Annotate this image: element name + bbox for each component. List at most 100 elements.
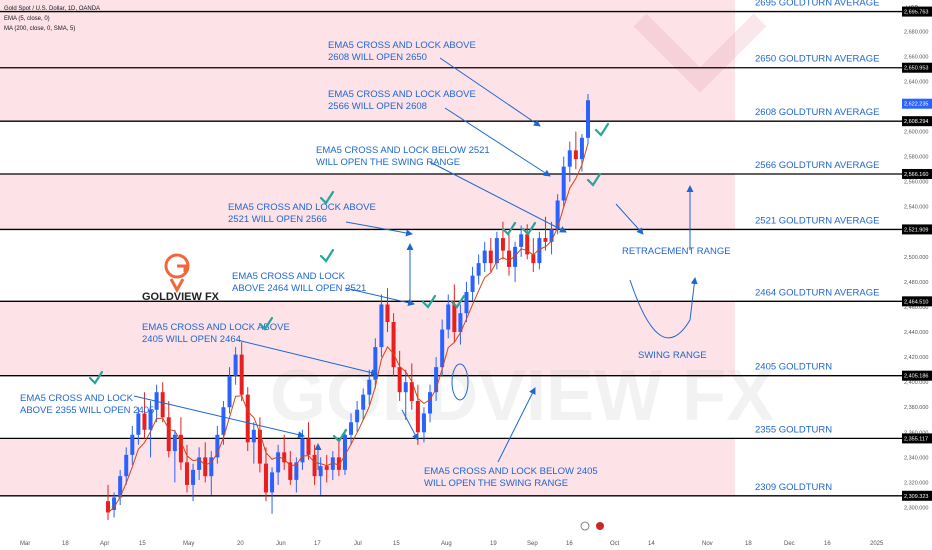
level-label: 2405 GOLDTURN <box>755 362 832 373</box>
swing-range-label: SWING RANGE <box>638 350 707 361</box>
candle-body <box>300 438 305 463</box>
time-tick-label: 18 <box>745 541 752 547</box>
pink-band <box>0 438 735 496</box>
price-tick-label: 2,300.000 <box>904 505 928 511</box>
level-label: 2566 GOLDTURN AVERAGE <box>755 160 879 171</box>
time-tick-label: 18 <box>62 541 69 547</box>
time-tick-label: 20 <box>237 541 244 547</box>
candle-body <box>184 462 189 485</box>
time-tick-label: Sep <box>527 541 538 547</box>
candle-body <box>112 497 117 510</box>
annotation-2566-line2: 2566 WILL OPEN 2608 <box>328 101 427 112</box>
candle-body <box>136 413 141 435</box>
candle-body <box>330 457 335 470</box>
ema-indicator-label[interactable]: EMA (5, close, 0) <box>4 16 50 22</box>
level-label: 2608 GOLDTURN AVERAGE <box>755 107 879 118</box>
price-tick-label: 2,540.000 <box>904 205 928 211</box>
price-axis[interactable] <box>902 0 932 550</box>
us-flag-icon[interactable] <box>596 522 604 530</box>
annotation-2464-line2: ABOVE 2464 WILL OPEN 2521 <box>232 283 366 294</box>
arrow-below2521 <box>429 161 567 233</box>
price-badge <box>902 490 932 501</box>
time-tick-label: Dec <box>784 541 795 547</box>
candle-body <box>203 457 208 477</box>
candle-body <box>270 472 275 493</box>
price-badge-text: 2,464.510 <box>904 299 928 305</box>
price-badge-text: 2,608.294 <box>904 119 928 125</box>
candle-body <box>130 434 135 455</box>
candle-body <box>106 501 110 513</box>
level-label: 2695 GOLDTURN AVERAGE <box>755 0 879 9</box>
arrow-2566 <box>444 107 551 177</box>
candle-body <box>403 382 408 393</box>
level-label: 2355 GOLDTURN <box>755 424 832 435</box>
lightning-icon[interactable] <box>580 521 590 531</box>
watermark: GOLDVIEW FX <box>270 13 774 436</box>
time-tick-label: 14 <box>648 541 655 547</box>
annotations: EMA5 CROSS AND LOCK ABOVE 2608 WILL OPEN… <box>20 40 731 489</box>
candle-body <box>494 238 499 264</box>
price-badge <box>902 98 932 109</box>
annotation-2464-line1: EMA5 CROSS AND LOCK <box>232 271 346 282</box>
logo-text: GOLDVIEW FX <box>142 291 220 303</box>
candle-body <box>391 322 396 368</box>
candle-body <box>385 304 390 323</box>
candle-body <box>573 150 578 160</box>
check-icon <box>450 294 466 309</box>
candle-body <box>160 392 165 418</box>
candle-body <box>209 457 214 477</box>
candle-body <box>434 367 439 393</box>
symbol-title: Gold Spot / U.S. Dollar, 1D, OANDA <box>4 6 100 12</box>
annotation-2608-line2: 2608 WILL OPEN 2650 <box>328 52 427 63</box>
arrow-2464 <box>344 287 415 307</box>
time-tick-label: 17 <box>314 541 321 547</box>
candle-body <box>476 263 481 276</box>
annotation-2355-line1: EMA5 CROSS AND LOCK <box>20 393 134 404</box>
annotation-below2405-line2: WILL OPEN THE SWING RANGE <box>424 478 568 489</box>
candle-body <box>525 234 530 255</box>
candle-body <box>531 254 536 264</box>
candle-body <box>482 250 487 264</box>
candle-body <box>288 462 293 480</box>
arrow-below2405 <box>497 387 536 463</box>
price-badge-text: 2,309.323 <box>904 494 928 500</box>
pink-band <box>0 301 735 376</box>
pink-band <box>0 173 735 230</box>
price-badge-text: 2,405.186 <box>904 374 928 380</box>
time-tick-label: 15 <box>139 541 146 547</box>
price-badge <box>902 433 932 444</box>
check-icon <box>594 122 610 137</box>
candle-body <box>172 434 177 452</box>
candle-body <box>567 150 572 167</box>
price-badge <box>902 296 932 307</box>
price-badge <box>902 6 932 17</box>
candle-body <box>245 394 250 443</box>
candle-body <box>178 434 183 463</box>
time-tick-label: 15 <box>393 541 400 547</box>
annotation-below2521-line1: EMA5 CROSS AND LOCK BELOW 2521 <box>316 145 490 156</box>
candle-body <box>124 454 129 477</box>
arrow-down-swing <box>401 409 419 441</box>
swing-circle <box>451 363 469 401</box>
candle-body <box>349 422 354 435</box>
price-badge-text: 2,521.909 <box>904 227 928 233</box>
annotation-2405-line2: 2405 WILL OPEN 2464 <box>142 334 241 345</box>
level-label: 2521 GOLDTURN AVERAGE <box>755 215 879 226</box>
candle-body <box>361 394 366 410</box>
price-badges: 2,695.763 2,650.953 2,622.235 2,608.294 2,56… <box>902 6 932 501</box>
price-tick-label: 2,400.000 <box>904 380 928 386</box>
time-axis[interactable]: Mar 18 Apr 15 May 20 Jun 17 Jul 15 Aug 19 Sep 16 Oct 14… <box>0 520 902 550</box>
check-icon <box>421 294 437 309</box>
annotation-2521-line1: EMA5 CROSS AND LOCK ABOVE <box>228 202 376 213</box>
time-tick-label: Aug <box>441 541 452 547</box>
candle-body <box>239 354 244 395</box>
candle-body <box>142 413 147 430</box>
price-badge-text: 2,355.117 <box>904 436 928 442</box>
price-tick-label: 2,500.000 <box>904 255 928 261</box>
candle-body <box>306 438 311 455</box>
candle-body <box>446 304 451 330</box>
candle-body <box>276 452 281 473</box>
ma-indicator-label[interactable]: MA (200, close, 0, SMA, 5) <box>4 26 75 32</box>
price-badge <box>902 62 932 73</box>
